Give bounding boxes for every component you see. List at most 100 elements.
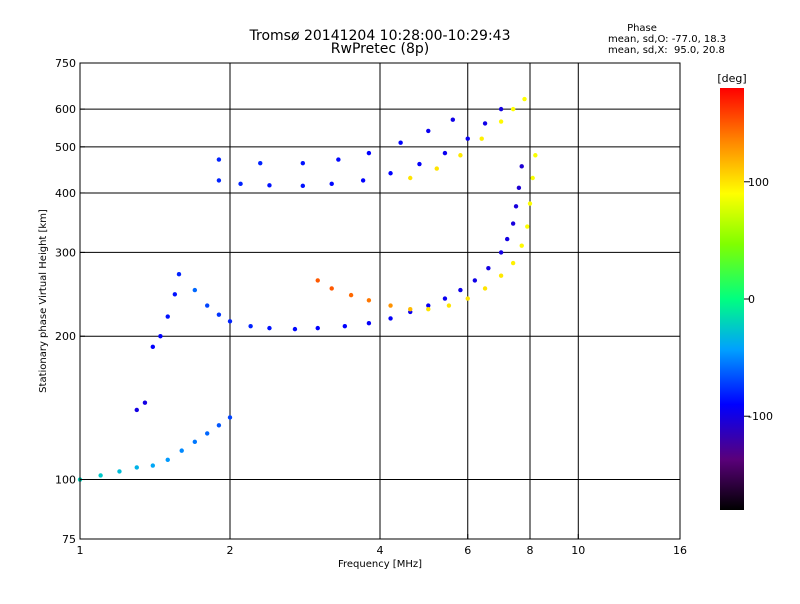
data-point	[150, 344, 156, 350]
data-point	[329, 286, 334, 291]
data-point	[216, 157, 222, 162]
data-point	[533, 153, 538, 158]
data-point	[172, 292, 178, 297]
colorbar	[720, 88, 744, 510]
data-point	[398, 140, 403, 145]
data-point	[238, 181, 243, 187]
data-point	[360, 178, 366, 183]
data-point	[179, 448, 184, 453]
data-point	[510, 106, 516, 112]
data-point	[192, 287, 198, 293]
data-point	[482, 286, 488, 291]
data-point	[417, 161, 422, 167]
data-point	[300, 160, 306, 166]
y-tick-label: 750	[55, 57, 76, 70]
data-point	[498, 273, 504, 278]
scatter-points	[77, 96, 538, 482]
colorbar-ticks: 100 0 -100	[744, 176, 773, 423]
data-point	[458, 287, 463, 293]
data-point	[513, 204, 519, 209]
data-point	[248, 323, 253, 329]
data-point	[446, 303, 452, 308]
data-point	[408, 175, 413, 181]
y-tick-label: 100	[55, 474, 76, 487]
data-point	[522, 96, 527, 102]
x-tick-label: 8	[527, 544, 534, 557]
y-tick-label: 500	[55, 141, 76, 154]
data-point	[348, 292, 354, 298]
data-point	[176, 272, 182, 277]
data-point	[165, 457, 170, 463]
data-point	[227, 415, 233, 420]
colorbar-tick-label: 0	[748, 293, 755, 306]
grid-lines	[80, 63, 680, 539]
data-point	[504, 236, 510, 242]
chart-title: Tromsø 20141204 10:28:00-10:29:43	[249, 28, 511, 44]
data-point	[315, 325, 320, 331]
data-point	[442, 150, 448, 156]
data-point	[408, 306, 413, 312]
colorbar-label: [deg]	[717, 72, 746, 85]
data-point	[204, 431, 210, 436]
data-point	[267, 325, 272, 331]
data-point	[227, 319, 233, 324]
data-point	[450, 117, 456, 122]
data-point	[216, 178, 222, 183]
data-point	[117, 469, 122, 474]
x-tick-label: 4	[377, 544, 384, 557]
data-point	[465, 136, 470, 141]
colorbar-tick-label: -100	[748, 410, 773, 423]
data-point	[165, 314, 170, 319]
data-point	[388, 316, 393, 321]
y-tick-label: 200	[55, 330, 76, 343]
data-point	[216, 312, 222, 317]
data-point	[388, 303, 393, 308]
data-point	[442, 296, 448, 301]
x-axis-ticks: 1 2 4 6 8 10 16	[77, 534, 687, 557]
data-point	[216, 423, 222, 428]
data-point	[472, 278, 478, 283]
data-point	[134, 407, 139, 413]
data-point	[150, 463, 156, 468]
data-point	[158, 334, 163, 339]
stats-heading: Phase	[627, 23, 657, 34]
data-point	[426, 306, 431, 312]
data-point	[98, 473, 103, 478]
data-point	[498, 250, 504, 255]
data-point	[204, 303, 210, 308]
data-point	[527, 201, 533, 206]
data-point	[292, 326, 298, 332]
data-point	[426, 303, 431, 308]
data-point	[134, 465, 139, 470]
data-point	[192, 439, 198, 445]
y-tick-label: 75	[62, 533, 76, 546]
x-tick-label: 6	[464, 544, 471, 557]
y-tick-label: 600	[55, 103, 76, 116]
data-point	[498, 106, 504, 112]
data-point	[482, 121, 488, 126]
data-point	[329, 181, 334, 187]
y-tick-label: 300	[55, 246, 76, 259]
data-point	[519, 164, 524, 169]
x-tick-label: 1	[77, 544, 84, 557]
y-axis-label: Stationary phase Virtual Height [km]	[38, 209, 49, 393]
data-point	[267, 183, 272, 188]
data-point	[525, 224, 530, 229]
data-point	[388, 171, 393, 176]
chart-subtitle: RwPretec (8p)	[331, 41, 429, 57]
data-point	[486, 265, 491, 271]
data-point	[510, 221, 516, 226]
data-point	[336, 157, 341, 162]
data-point	[498, 119, 504, 124]
x-tick-label: 10	[571, 544, 585, 557]
data-point	[510, 260, 516, 266]
data-point	[366, 298, 372, 303]
y-axis-ticks: 75 100 200 300 400 500 600 750	[55, 57, 85, 546]
data-point	[426, 128, 431, 134]
data-point	[479, 136, 484, 141]
data-point	[315, 278, 320, 283]
data-point	[300, 183, 306, 189]
data-point	[258, 160, 263, 166]
